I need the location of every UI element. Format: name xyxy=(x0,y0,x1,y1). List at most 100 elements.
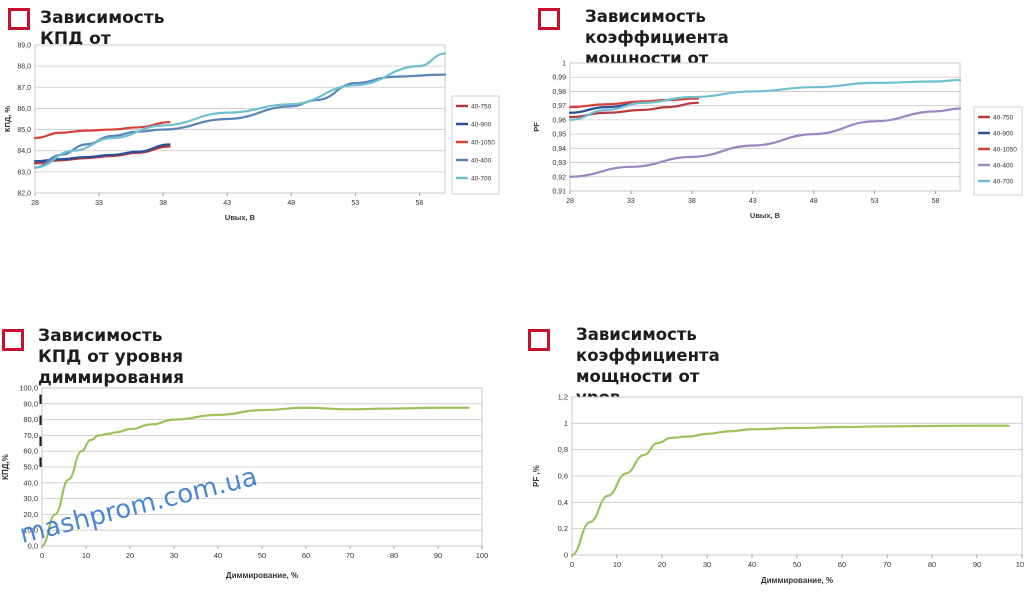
y-tick-label: 0,4 xyxy=(558,498,568,507)
y-tick-label: 89,0 xyxy=(17,43,31,50)
y-tick-label: 0,94 xyxy=(552,146,566,153)
x-tick-label: 70 xyxy=(883,560,891,569)
y-tick-label: 50,0 xyxy=(23,463,38,472)
x-tick-label: 60 xyxy=(838,560,846,569)
x-tick-label: 40 xyxy=(214,551,222,560)
y-tick-label: 87,0 xyxy=(17,85,31,92)
y-tick-label: 0,2 xyxy=(558,524,568,533)
x-tick-label: 20 xyxy=(658,560,666,569)
legend-label: 40-400 xyxy=(993,163,1014,170)
x-tick-label: 0 xyxy=(570,560,574,569)
series-line-40-750 xyxy=(568,101,700,119)
y-tick-label: 40,0 xyxy=(23,478,38,487)
plot-area xyxy=(569,62,961,192)
series-line-series-0 xyxy=(570,424,1010,557)
x-tick-label: 40 xyxy=(748,560,756,569)
x-tick-label: 30 xyxy=(170,551,178,560)
y-tick-label: 0,96 xyxy=(552,117,566,124)
x-tick-label: 28 xyxy=(31,200,39,207)
x-tick-label: 50 xyxy=(258,551,266,560)
x-tick-label: 10 xyxy=(613,560,621,569)
title-marker-icon xyxy=(8,8,30,30)
y-tick-label: 70,0 xyxy=(23,431,38,440)
y-axis-label: КПД,% xyxy=(1,454,10,480)
x-tick-label: 80 xyxy=(928,560,936,569)
x-tick-label: 53 xyxy=(871,198,879,205)
x-tick-label: 80 xyxy=(390,551,398,560)
x-tick-label: 33 xyxy=(95,200,103,207)
y-tick-label: 0,97 xyxy=(552,103,566,110)
y-tick-label: 0,93 xyxy=(552,160,566,167)
series-line-40-700 xyxy=(33,52,447,169)
y-tick-label: 90,0 xyxy=(23,399,38,408)
y-tick-label: 0,92 xyxy=(552,174,566,181)
y-tick-label: 0 xyxy=(564,551,568,560)
legend-label: 40-1050 xyxy=(993,147,1017,154)
y-tick-label: 85,0 xyxy=(17,127,31,134)
series-line-40-400 xyxy=(568,107,962,178)
x-tick-label: 58 xyxy=(932,198,940,205)
x-tick-label: 100 xyxy=(1016,560,1024,569)
y-tick-label: 10,0 xyxy=(23,526,38,535)
series-line-40-1050 xyxy=(33,121,171,140)
y-tick-label: 88,0 xyxy=(17,64,31,71)
x-tick-label: 48 xyxy=(287,200,295,207)
y-tick-label: 100,0 xyxy=(19,384,38,393)
x-tick-label: 33 xyxy=(627,198,635,205)
x-tick-label: 90 xyxy=(973,560,981,569)
x-tick-label: 38 xyxy=(159,200,167,207)
y-tick-label: 86,0 xyxy=(17,106,31,113)
x-tick-label: 50 xyxy=(793,560,801,569)
x-tick-label: 30 xyxy=(703,560,711,569)
y-tick-label: 0,98 xyxy=(552,89,566,96)
y-tick-label: 0,95 xyxy=(552,132,566,139)
x-tick-label: 20 xyxy=(126,551,134,560)
series-line-40-900 xyxy=(33,143,171,163)
x-tick-label: 10 xyxy=(82,551,90,560)
legend-label: 40-750 xyxy=(993,115,1014,122)
chart-efficiency-vs-dimming: 0,0 10,0 20,0 30,0 40,0 50,0 60,0 70,0 80,0 90,0 1… xyxy=(1,384,489,581)
x-tick-label: 28 xyxy=(566,198,574,205)
title-marker-icon xyxy=(2,329,24,351)
x-tick-label: 53 xyxy=(351,200,359,207)
y-axis-label: PF xyxy=(532,122,541,132)
x-tick-label: 38 xyxy=(688,198,696,205)
x-axis-label: Диммирование, % xyxy=(761,576,833,585)
x-axis-label: Uвых, В xyxy=(225,213,256,222)
y-tick-label: 0,6 xyxy=(558,472,568,481)
y-tick-label: 0,91 xyxy=(552,189,566,196)
x-tick-label: 0 xyxy=(40,551,44,560)
y-tick-label: 80,0 xyxy=(23,415,38,424)
y-tick-label: 0,8 xyxy=(558,445,568,454)
x-axis-label: Uвых, В xyxy=(750,211,781,220)
x-tick-label: 90 xyxy=(434,551,442,560)
x-tick-label: 43 xyxy=(749,198,757,205)
series-line-40-1050 xyxy=(568,97,700,109)
x-tick-label: 100 xyxy=(476,551,489,560)
x-tick-label: 43 xyxy=(223,200,231,207)
y-axis-label: КПД, % xyxy=(3,106,12,132)
chart-pf-vs-voltage: 0,91 0,92 0,93 0,94 0,95 0,96 0,97 0,98 0,99 1 28 3… xyxy=(532,61,1023,220)
y-axis-label: PF ,% xyxy=(532,465,541,487)
chart-pf-vs-dimming: 0 0,2 0,4 0,6 0,8 1 1,2 0 10 20 30 40 50 60 70 80 90 100 Д… xyxy=(532,393,1024,586)
legend-label: 40-900 xyxy=(471,122,492,129)
title-marker-icon xyxy=(538,8,560,30)
y-tick-label: 82,0 xyxy=(17,191,31,198)
chart-efficiency-vs-voltage: 82,0 83,0 84,0 85,0 86,0 87,0 88,0 89,0 28 33 38 43… xyxy=(3,43,500,222)
y-tick-label: 20,0 xyxy=(23,510,38,519)
series-line-series-0 xyxy=(40,406,470,548)
series-line-40-700 xyxy=(568,78,962,121)
series-line-40-400 xyxy=(33,73,447,169)
legend-label: 40-400 xyxy=(471,158,492,165)
legend-label: 40-1050 xyxy=(471,140,495,147)
y-tick-label: 1 xyxy=(564,419,568,428)
y-tick-label: 30,0 xyxy=(23,494,38,503)
y-tick-label: 0,0 xyxy=(28,542,38,551)
legend-label: 40-900 xyxy=(993,131,1014,138)
title-marker-icon xyxy=(528,329,550,351)
y-tick-label: 83,0 xyxy=(17,169,31,176)
x-axis-label: Диммирование, % xyxy=(226,571,298,580)
legend-label: 40-700 xyxy=(993,179,1014,186)
x-tick-label: 60 xyxy=(302,551,310,560)
legend-label: 40-700 xyxy=(471,176,492,183)
